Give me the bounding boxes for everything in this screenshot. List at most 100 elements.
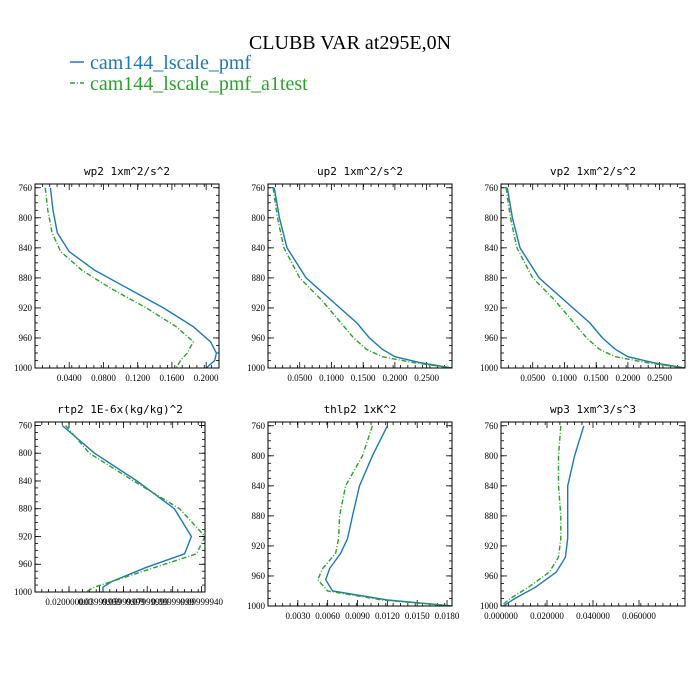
y-tick-label: 920 [19,531,33,541]
series-line-1 [273,187,452,368]
y-tick-label: 880 [485,511,499,521]
chart-panels: wp2 1xm^2/s^2 760 800 840 880 920 960 1000 0.040… [14,165,686,621]
x-tick-label: 0.2000 [616,373,641,383]
x-tick-label: 0.020000 [530,611,564,621]
y-tick-label: 840 [252,243,266,253]
panel-title: wp2 1xm^2/s^2 [84,165,170,178]
y-tick-label: 1000 [247,601,266,611]
y-tick-label: 920 [485,541,499,551]
legend: cam144_lscale_pmf cam144_lscale_pmf_a1te… [70,52,308,95]
y-tick-label: 760 [252,421,266,431]
x-tick-label: 0.05999999 [102,597,145,607]
series-line-2 [501,425,562,606]
y-tick-label: 800 [19,448,33,458]
x-tick-label: 0.0120 [375,611,400,621]
y-tick-label: 800 [252,451,266,461]
series-line-2 [505,187,685,368]
y-tick-label: 1000 [14,363,33,373]
y-tick-label: 1000 [14,587,33,597]
x-tick-label: 0.0500 [287,373,312,383]
x-tick-label: 0.2000 [383,373,408,383]
y-tick-label: 960 [252,571,266,581]
y-tick-label: 800 [252,213,266,223]
series-line-1 [502,425,585,606]
series-line-2 [316,425,452,606]
y-tick-label: 960 [19,333,33,343]
panel-title: vp2 1xm^2/s^2 [550,165,636,178]
x-tick-label: 0.1500 [351,373,376,383]
y-tick-label: 1000 [480,601,499,611]
y-tick-label: 920 [252,303,266,313]
x-tick-label: 0.09999940 [180,597,223,607]
x-tick-label: 0.2500 [414,373,439,383]
panel-3: vp2 1xm^2/s^2 760 800 840 880 920 960 1000 0.050… [480,165,686,383]
x-tick-label: 0.1000 [319,373,344,383]
panel-title: up2 1xm^2/s^2 [317,165,403,178]
plot-area [34,183,220,369]
y-tick-label: 880 [252,273,266,283]
x-tick-label: 0.1500 [584,373,609,383]
series-line-1 [49,187,218,368]
x-tick-label: 0.020000000 [45,597,93,607]
y-tick-label: 880 [485,273,499,283]
y-tick-label: 880 [19,273,33,283]
y-tick-label: 800 [19,213,33,223]
y-tick-label: 1000 [480,363,499,373]
series-line-1 [61,424,193,592]
y-tick-label: 920 [19,303,33,313]
y-tick-label: 960 [485,333,499,343]
panel-title: wp3 1xm^3/s^3 [550,403,636,416]
plot-area [267,421,453,607]
x-tick-label: 0.0800 [91,373,116,383]
x-tick-label: 0.07999999 [126,597,169,607]
x-tick-label: 0.040000 [576,611,610,621]
y-tick-label: 880 [19,504,33,514]
plot-area [500,183,686,369]
y-tick-label: 760 [252,183,266,193]
panel-title: thlp2 1xK^2 [324,403,397,416]
x-tick-label: 0.0180 [435,611,460,621]
x-tick-label: 0.060000 [622,611,656,621]
y-tick-label: 840 [252,481,266,491]
series-line-1 [324,425,452,606]
y-tick-label: 1000 [247,363,266,373]
x-tick-label: 0.0090 [345,611,370,621]
y-tick-label: 920 [252,541,266,551]
x-tick-label: 0.000000 [484,611,518,621]
y-tick-label: 840 [485,481,499,491]
panel-4: rtp2 1E-6x(kg/kg)^2 760 800 840 880 920 960 100… [14,403,223,607]
x-tick-label: 0.09999999 [151,597,194,607]
x-tick-label: 0.0400 [57,373,82,383]
y-tick-label: 760 [19,183,33,193]
plot-area [267,183,453,369]
legend-label-1: cam144_lscale_pmf [90,52,251,74]
panel-6: wp3 1xm^3/s^3 760 800 840 880 920 960 10000.000… [480,403,686,621]
x-tick-label: 0.2500 [647,373,672,383]
y-tick-label: 800 [485,451,499,461]
x-tick-label: 0.1200 [125,373,150,383]
plot-area [500,421,686,607]
y-tick-label: 880 [252,511,266,521]
y-tick-label: 960 [252,333,266,343]
x-tick-label: 0.1000 [552,373,577,383]
x-tick-label: 0.1600 [160,373,185,383]
series-line-1 [506,187,685,368]
legend-label-2: cam144_lscale_pmf_a1test [90,73,308,95]
plot-area [34,421,206,593]
y-tick-label: 760 [485,183,499,193]
x-tick-label: 0.0500 [520,373,545,383]
x-tick-label: 0.2000 [194,373,219,383]
y-tick-label: 840 [485,243,499,253]
y-tick-label: 760 [19,420,33,430]
x-tick-label: 0.0060 [315,611,340,621]
figure-title: CLUBB VAR at295E,0N [249,32,451,54]
y-tick-label: 760 [485,421,499,431]
y-tick-label: 840 [19,243,33,253]
x-tick-label: 0.0150 [405,611,430,621]
y-tick-label: 960 [485,571,499,581]
x-tick-label: 0.0030 [285,611,310,621]
panel-5: thlp2 1xK^2 760 800 840 880 920 960 1000 0.0030 0… [247,403,460,621]
y-tick-label: 840 [19,476,33,486]
y-tick-label: 920 [485,303,499,313]
